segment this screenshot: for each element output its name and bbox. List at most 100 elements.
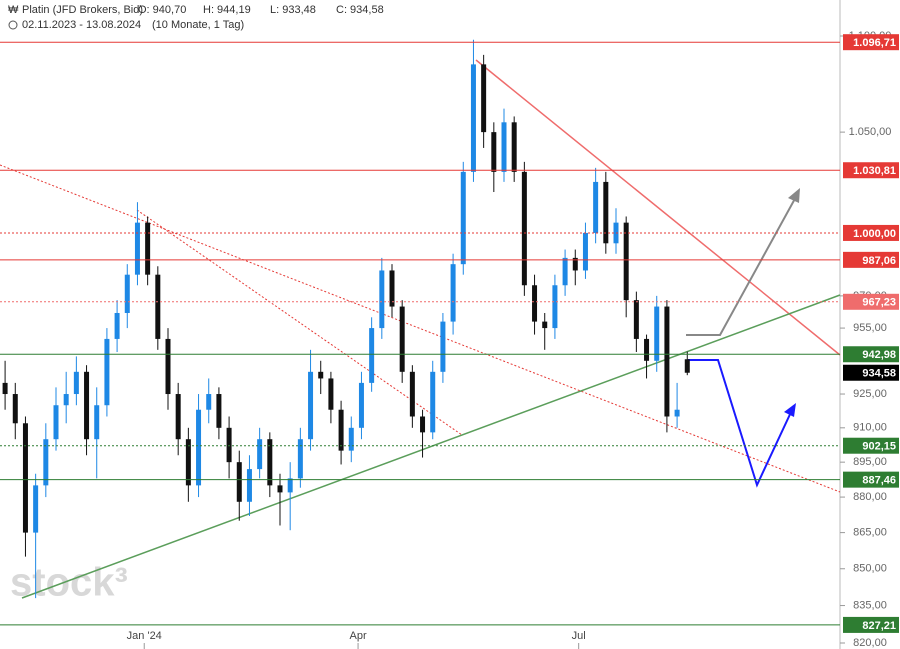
candle-body	[542, 321, 548, 329]
candle-body	[450, 264, 456, 322]
date-range: 02.11.2023 - 13.08.2024	[22, 19, 141, 31]
x-tick-label: Jan '24	[127, 630, 162, 642]
level-label-box	[843, 616, 899, 633]
trendline	[136, 209, 463, 436]
candle-body	[572, 257, 578, 271]
candle-body	[521, 171, 527, 286]
candle-body	[603, 181, 609, 244]
candle-body	[440, 321, 446, 372]
candle-body	[226, 427, 232, 463]
candle-body	[501, 122, 507, 172]
x-tick-label: Jul	[572, 630, 586, 642]
candle-body	[73, 371, 79, 395]
candle-body	[532, 285, 538, 322]
level-label: 902,15	[862, 441, 896, 453]
candle-body	[277, 485, 283, 493]
level-label: 887,46	[862, 475, 896, 487]
candle-body	[297, 439, 303, 479]
candle-body	[684, 359, 690, 373]
candle-body	[420, 416, 426, 433]
candle-body	[2, 382, 8, 395]
candle-body	[43, 439, 49, 486]
candle-body	[491, 132, 497, 172]
trendline	[475, 59, 841, 356]
y-tick-label: 910,00	[853, 422, 887, 434]
candle-body	[430, 371, 436, 433]
clock-icon	[8, 20, 18, 30]
ohlc-open: O: 940,70	[138, 4, 186, 16]
candle-body	[552, 285, 558, 329]
candle-body	[358, 382, 364, 428]
y-tick-label: 955,00	[853, 322, 887, 334]
y-tick-label: 820,00	[853, 637, 887, 649]
arrow-head	[788, 188, 800, 203]
candle-body	[338, 409, 344, 451]
level-label-box	[843, 293, 899, 310]
candle-body	[409, 371, 415, 417]
candle-body	[114, 312, 120, 339]
candle-body	[674, 409, 680, 417]
scenario-arrow	[688, 359, 793, 488]
header-icon: ₩	[8, 4, 19, 16]
candle-body	[236, 462, 242, 502]
instrument: Platin (JFD Brokers, Bid)	[22, 4, 143, 16]
level-label-box	[843, 346, 899, 363]
candle-body	[63, 394, 69, 406]
candle-body	[196, 409, 202, 486]
candle-body	[460, 171, 466, 265]
watermark: stock³	[10, 561, 128, 605]
candle-body	[134, 222, 140, 275]
candle-body	[175, 394, 181, 440]
ohlc-high: H: 944,19	[203, 4, 251, 16]
candle-body	[267, 439, 273, 486]
date-span: (10 Monate, 1 Tag)	[152, 19, 244, 31]
candle-body	[562, 257, 568, 286]
level-label-box	[843, 34, 899, 51]
y-tick-label: 880,00	[853, 491, 887, 503]
candle-body	[104, 338, 110, 406]
candle-body	[399, 306, 405, 372]
y-tick-label: 865,00	[853, 527, 887, 539]
candle-body	[654, 306, 660, 361]
ohlc-low: L: 933,48	[270, 4, 316, 16]
arrow-head	[784, 403, 796, 417]
candle-body	[633, 300, 639, 339]
candle-body	[328, 378, 334, 410]
candle-body	[389, 270, 395, 307]
drawings	[0, 59, 841, 599]
scenario-arrow	[686, 194, 798, 336]
candle-body	[470, 64, 476, 172]
candle-body	[287, 478, 293, 493]
candle-body	[308, 371, 314, 440]
candle-body	[53, 405, 59, 440]
level-label-box	[843, 251, 899, 268]
candle-body	[644, 338, 650, 361]
level-label-box	[843, 471, 899, 488]
candle-body	[348, 427, 354, 451]
candle-body	[511, 122, 517, 172]
level-label-box	[843, 162, 899, 179]
candle-body	[593, 181, 599, 233]
level-label-box	[843, 437, 899, 454]
candle-body	[623, 222, 629, 301]
candle-body	[582, 232, 588, 271]
header: ₩ Platin (JFD Brokers, Bid) O: 940,70 H:…	[8, 4, 384, 31]
level-label: 934,58	[862, 368, 896, 380]
candle-body	[155, 274, 161, 339]
candle-body	[145, 222, 151, 275]
candle-body	[22, 423, 28, 533]
level-label: 827,21	[862, 620, 896, 632]
ohlc-close: C: 934,58	[336, 4, 384, 16]
candle-body	[318, 371, 324, 379]
y-tick-label: 850,00	[853, 563, 887, 575]
level-label-box	[843, 224, 899, 241]
candle-body	[481, 64, 487, 133]
candle-body	[12, 394, 18, 424]
x-tick-label: Apr	[349, 630, 366, 642]
level-label: 987,06	[862, 255, 896, 267]
y-tick-label: 895,00	[853, 456, 887, 468]
candle-body	[257, 439, 263, 470]
candle-body	[33, 485, 39, 533]
